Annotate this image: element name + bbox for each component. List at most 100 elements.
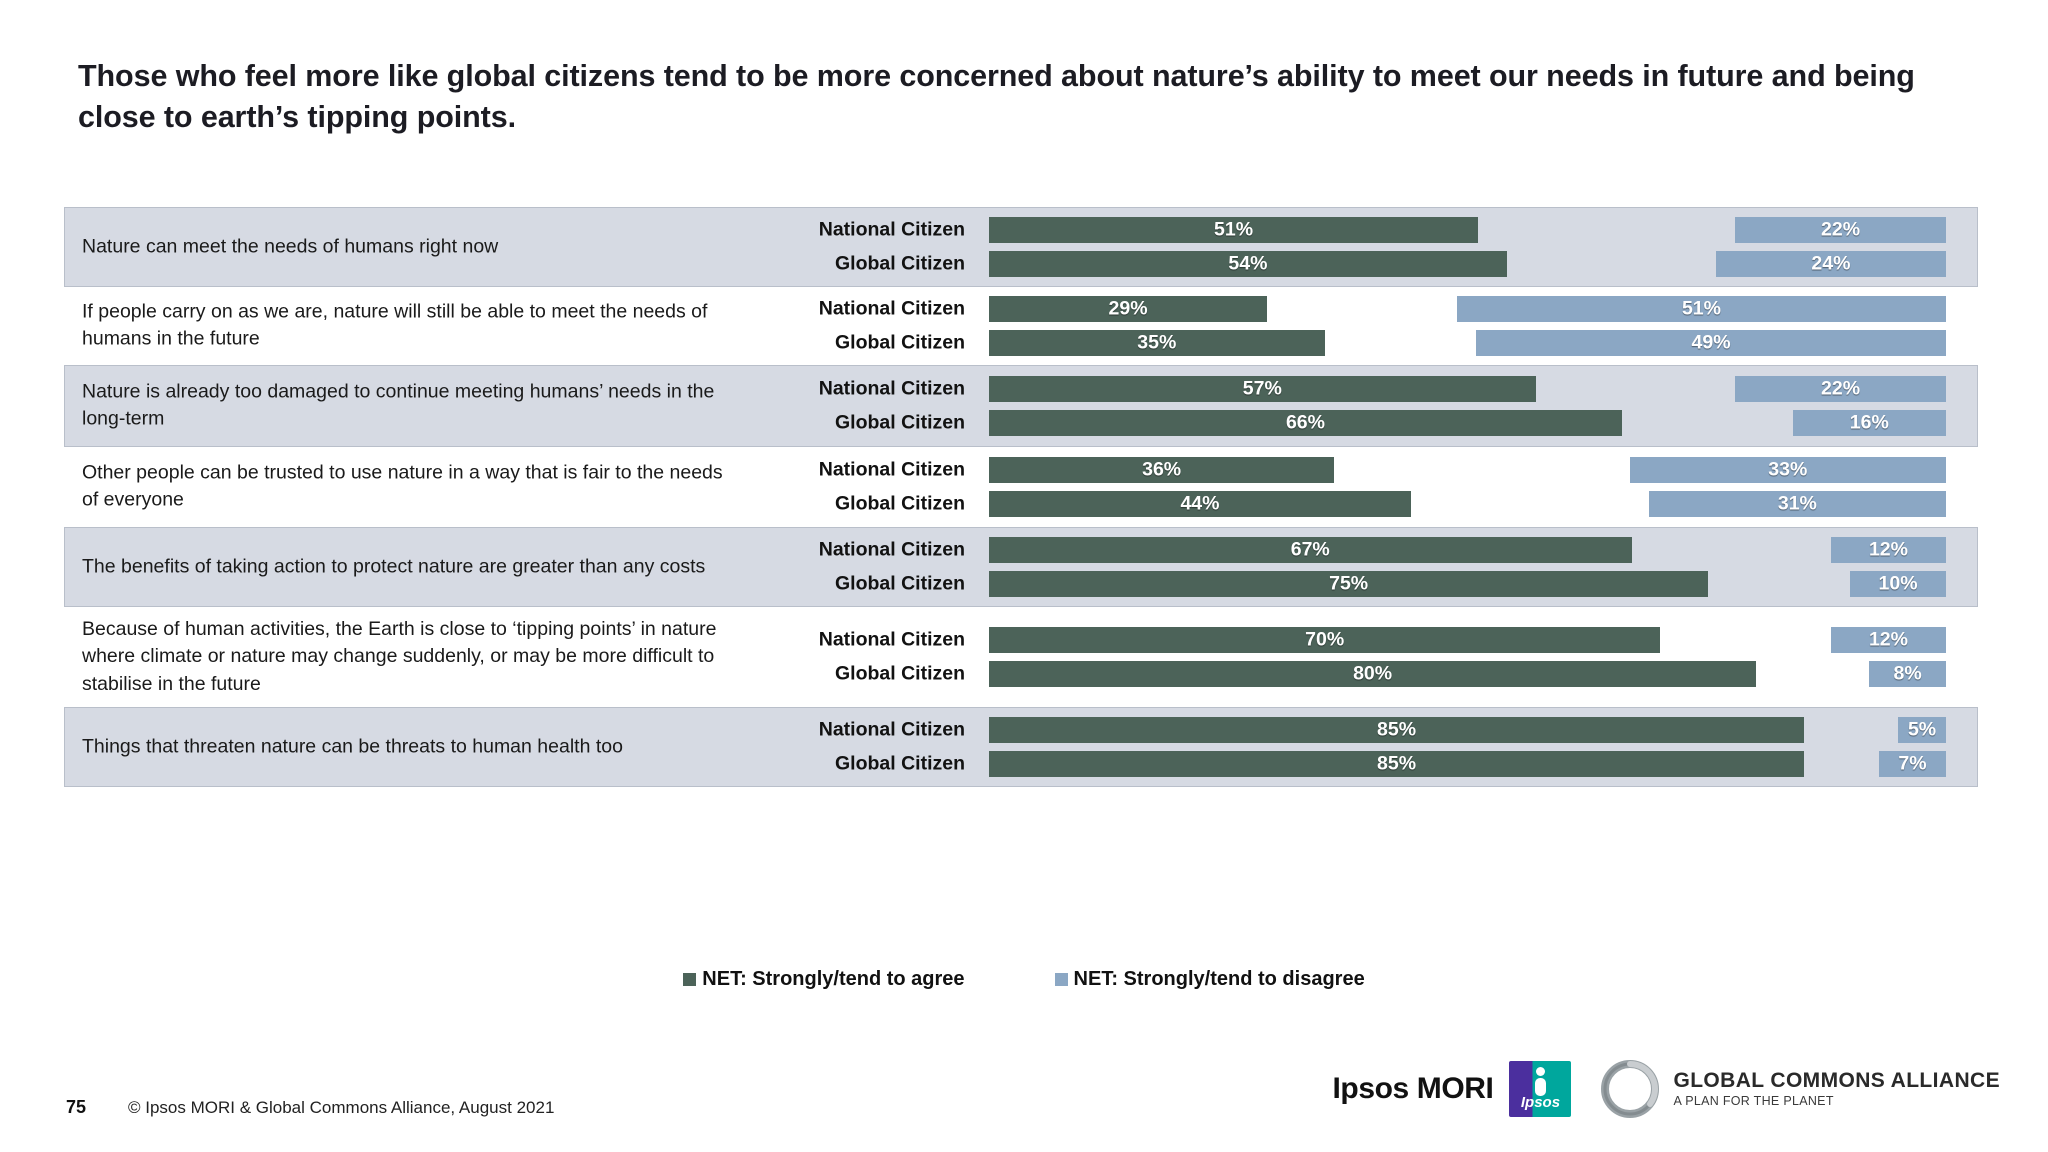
ipsos-mori-wordmark: Ipsos MORI <box>1332 1072 1494 1105</box>
agree-bar-value: 44% <box>1180 492 1220 515</box>
disagree-bar[interactable]: 22% <box>1735 217 1946 243</box>
bar-row: Global Citizen 35% 49% <box>65 330 1977 356</box>
chart-row-band: Because of human activities, the Earth i… <box>64 607 1978 707</box>
disagree-bar-track: 31% <box>1648 491 1946 517</box>
agree-bar[interactable]: 51% <box>989 217 1479 243</box>
series-label: National Citizen <box>818 718 965 741</box>
disagree-bar-track: 8% <box>1869 661 1946 687</box>
disagree-bar-track: 51% <box>1456 296 1946 322</box>
disagree-bar-value: 5% <box>1907 718 1937 741</box>
chart-row-band: Things that threaten nature can be threa… <box>64 707 1978 787</box>
disagree-bar-track: 7% <box>1878 751 1946 777</box>
gca-tagline: A PLAN FOR THE PLANET <box>1673 1094 1834 1109</box>
disagree-bar-value: 49% <box>1691 331 1731 354</box>
agree-bar-track: 85% <box>989 751 1805 777</box>
chart-row-band: The benefits of taking action to protect… <box>64 527 1978 607</box>
agree-bar[interactable]: 70% <box>989 627 1661 653</box>
agree-bar-track: 57% <box>989 376 1536 402</box>
agree-bar-value: 75% <box>1329 572 1369 595</box>
series-label: Global Citizen <box>834 572 965 595</box>
chart-row-band: Other people can be trusted to use natur… <box>64 447 1978 527</box>
disagree-bar[interactable]: 33% <box>1629 457 1946 483</box>
page-number: 75 <box>66 1097 87 1117</box>
bar-row: Global Citizen 44% 31% <box>65 491 1977 517</box>
series-label: National Citizen <box>818 628 965 651</box>
series-label: National Citizen <box>818 218 965 241</box>
agree-bar-value: 85% <box>1377 752 1417 775</box>
agree-bar[interactable]: 57% <box>989 376 1536 402</box>
agree-bar[interactable]: 66% <box>989 410 1622 436</box>
disagree-bar-value: 22% <box>1821 377 1861 400</box>
disagree-bar[interactable]: 31% <box>1648 491 1946 517</box>
disagree-bar-value: 10% <box>1878 572 1918 595</box>
disagree-bar-track: 16% <box>1792 410 1946 436</box>
disagree-bar[interactable]: 22% <box>1735 376 1946 402</box>
global-commons-alliance-wordmark: GLOBAL COMMONS ALLIANCE A PLAN FOR THE P… <box>1673 1069 2000 1109</box>
agree-bar[interactable]: 35% <box>989 330 1325 356</box>
agree-bar[interactable]: 85% <box>989 717 1805 743</box>
bar-group: National Citizen 85% 5% Global Citizen 85% 7% <box>65 717 1977 777</box>
disagree-bar[interactable]: 16% <box>1792 410 1946 436</box>
bar-row: National Citizen 29% 51% <box>65 296 1977 322</box>
legend-item-agree[interactable]: NET: Strongly/tend to agree <box>683 968 965 991</box>
disagree-bar[interactable]: 7% <box>1878 751 1946 777</box>
bar-group: National Citizen 70% 12% Global Citizen 80% 8… <box>65 627 1977 687</box>
bar-row: National Citizen 85% 5% <box>65 717 1977 743</box>
series-label: National Citizen <box>818 458 965 481</box>
statement-label: Nature is already too damaged to continu… <box>82 380 715 430</box>
series-label: Global Citizen <box>834 752 965 775</box>
disagree-bar-track: 12% <box>1830 537 1946 563</box>
series-label: Global Citizen <box>834 252 965 275</box>
bar-group: National Citizen 36% 33% Global Citizen 44% 3… <box>65 457 1977 517</box>
statement-label: The benefits of taking action to protect… <box>82 555 706 578</box>
bar-row: Global Citizen 66% 16% <box>65 410 1977 436</box>
disagree-bar-value: 12% <box>1868 628 1908 651</box>
agree-bar[interactable]: 85% <box>989 751 1805 777</box>
agree-bar[interactable]: 75% <box>989 571 1709 597</box>
ipsos-logo-drop-icon <box>1535 1078 1547 1096</box>
agree-bar-track: 44% <box>989 491 1411 517</box>
disagree-bar[interactable]: 51% <box>1456 296 1946 322</box>
disagree-bar[interactable]: 12% <box>1830 537 1946 563</box>
agree-bar[interactable]: 29% <box>989 296 1268 322</box>
agree-bar-track: 80% <box>989 661 1757 687</box>
disagree-bar[interactable]: 24% <box>1715 251 1946 277</box>
disagree-bar[interactable]: 49% <box>1476 330 1946 356</box>
disagree-bar-value: 16% <box>1849 411 1889 434</box>
agree-bar-value: 36% <box>1142 458 1182 481</box>
agree-bar[interactable]: 44% <box>989 491 1411 517</box>
gca-title: GLOBAL COMMONS ALLIANCE <box>1673 1068 2000 1092</box>
legend-item-disagree[interactable]: NET: Strongly/tend to disagree <box>1054 968 1365 991</box>
statement-label: If people carry on as we are, nature wil… <box>82 300 708 350</box>
series-label: National Citizen <box>818 297 965 320</box>
disagree-bar-track: 33% <box>1629 457 1946 483</box>
disagree-bar[interactable]: 8% <box>1869 661 1946 687</box>
chart-legend: NET: Strongly/tend to agree NET: Strongl… <box>0 968 2048 991</box>
bar-group: National Citizen 51% 22% Global Citizen 54% 2… <box>65 217 1977 277</box>
agree-bar[interactable]: 54% <box>989 251 1507 277</box>
agree-bar[interactable]: 80% <box>989 661 1757 687</box>
series-label: Global Citizen <box>834 662 965 685</box>
disagree-bar-value: 8% <box>1893 662 1922 685</box>
series-label: Global Citizen <box>834 411 965 434</box>
disagree-bar[interactable]: 10% <box>1850 571 1946 597</box>
series-label: Global Citizen <box>834 331 965 354</box>
agree-bar[interactable]: 67% <box>989 537 1632 563</box>
disagree-bar-track: 49% <box>1476 330 1946 356</box>
agree-bar-track: 29% <box>989 296 1268 322</box>
series-label: National Citizen <box>818 538 965 561</box>
agree-bar-value: 54% <box>1228 252 1268 275</box>
agree-bar-value: 51% <box>1214 218 1254 241</box>
bar-row: National Citizen 36% 33% <box>65 457 1977 483</box>
agree-bar-value: 57% <box>1242 377 1282 400</box>
disagree-bar[interactable]: 5% <box>1898 717 1946 743</box>
page-title: Those who feel more like global citizens… <box>78 59 1915 134</box>
agree-bar-track: 67% <box>989 537 1632 563</box>
bar-row: Global Citizen 80% 8% <box>65 661 1977 687</box>
agree-bar[interactable]: 36% <box>989 457 1335 483</box>
bar-chart: Nature can meet the needs of humans righ… <box>64 207 1978 787</box>
chart-row-band: Nature is already too damaged to continu… <box>64 365 1978 447</box>
agree-bar-value: 80% <box>1353 662 1393 685</box>
disagree-bar[interactable]: 12% <box>1830 627 1946 653</box>
bar-row: National Citizen 51% 22% <box>65 217 1977 243</box>
